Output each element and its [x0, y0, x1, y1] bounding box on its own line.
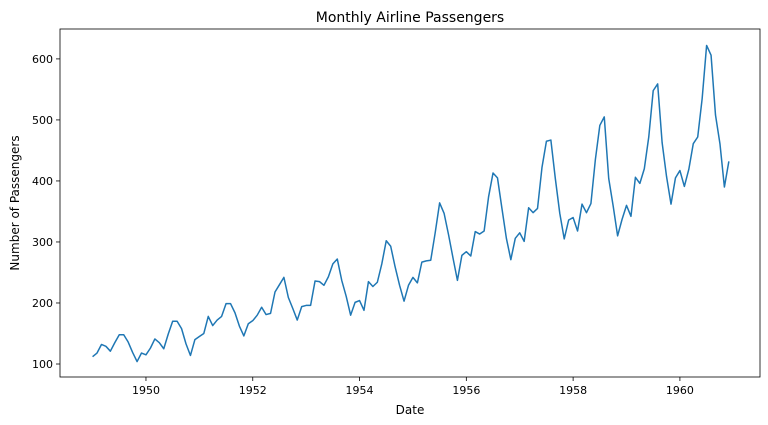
y-tick-label: 600: [32, 53, 53, 66]
y-tick-label: 200: [32, 297, 53, 310]
series-line: [92, 44, 730, 363]
plot-area: [92, 44, 730, 363]
y-tick-label: 400: [32, 175, 53, 188]
chart-title: Monthly Airline Passengers: [316, 10, 504, 26]
y-axis-label: Number of Passengers: [8, 135, 22, 270]
x-tick-label: 1950: [132, 384, 160, 397]
x-tick-label: 1960: [666, 384, 694, 397]
x-tick-label: 1958: [559, 384, 587, 397]
x-axis: 1950 1952 1954 1956 1958 1960: [132, 377, 694, 397]
x-tick-label: 1956: [452, 384, 480, 397]
x-tick-label: 1952: [239, 384, 267, 397]
y-tick-label: 300: [32, 236, 53, 249]
axes-frame: [59, 28, 761, 378]
y-tick-label: 500: [32, 114, 53, 127]
y-axis: 100 200 300 400 500 600: [32, 53, 60, 371]
x-axis-label: Date: [396, 403, 425, 417]
x-tick-label: 1954: [346, 384, 374, 397]
y-tick-label: 100: [32, 358, 53, 371]
